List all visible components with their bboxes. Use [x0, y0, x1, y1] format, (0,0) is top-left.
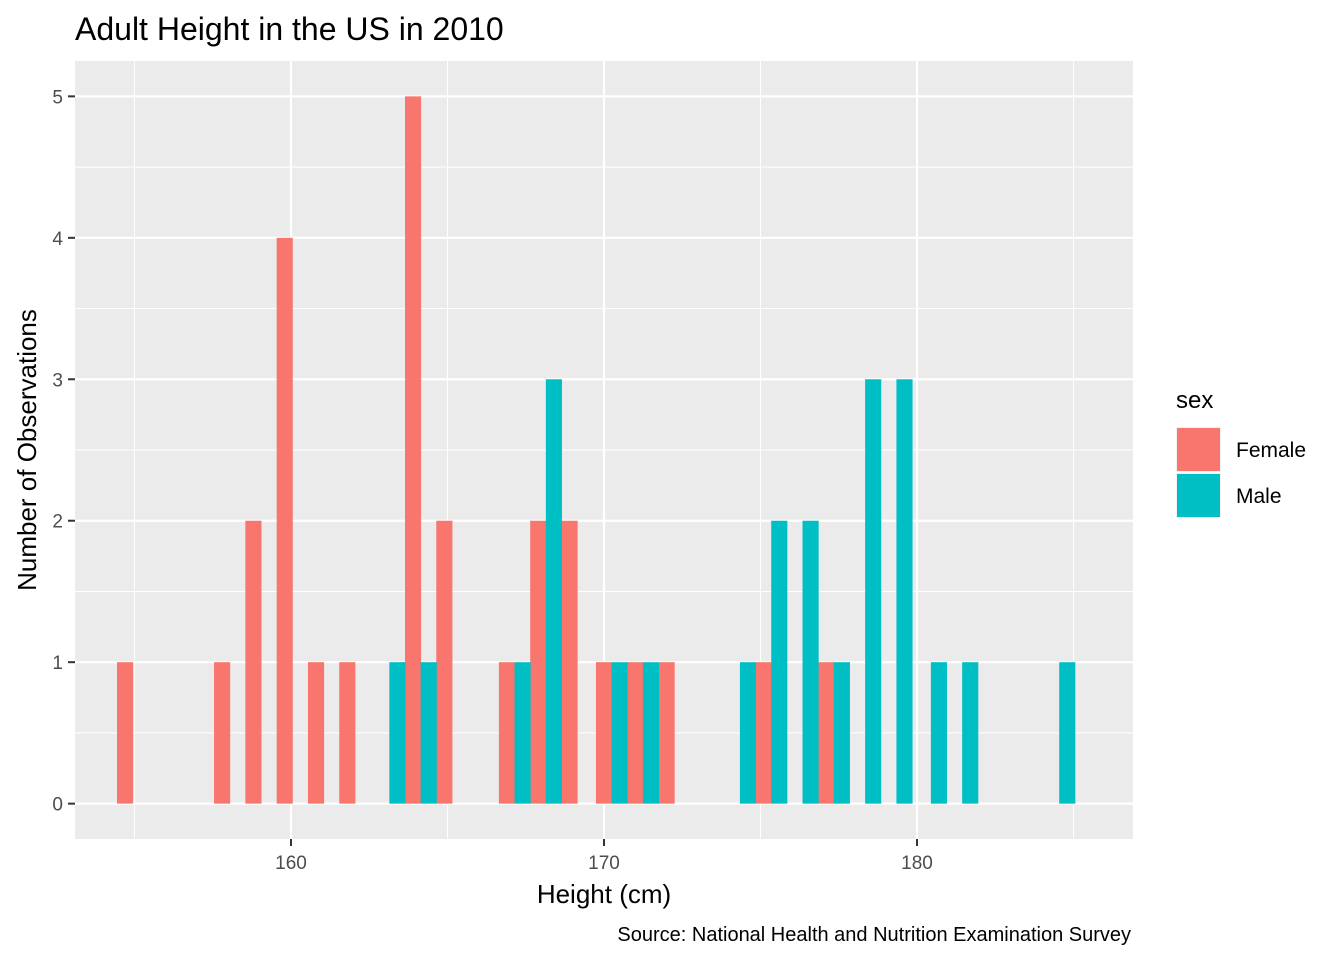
- series-male-bars: [389, 379, 1076, 804]
- bar-male: [1059, 662, 1076, 804]
- bar-male: [802, 520, 819, 804]
- bar-female: [245, 520, 262, 804]
- bar-male: [865, 379, 882, 804]
- bar-male: [420, 662, 437, 804]
- bar-male: [771, 520, 788, 804]
- bar-female: [530, 520, 547, 804]
- bar-female: [595, 662, 613, 804]
- bar-male: [896, 379, 913, 804]
- legend-swatch-male: [1177, 474, 1220, 517]
- bar-female: [627, 662, 644, 804]
- x-axis-title: Height (cm): [537, 879, 671, 909]
- bar-female: [117, 662, 134, 804]
- bar-female: [561, 520, 578, 804]
- bar-female: [498, 662, 516, 804]
- bar-male: [611, 662, 628, 804]
- bar-female: [214, 662, 231, 804]
- bar-male: [389, 662, 406, 804]
- chart-title: Adult Height in the US in 2010: [75, 11, 504, 47]
- y-tick-label: 0: [52, 795, 63, 816]
- bar-male: [514, 662, 531, 804]
- legend-label-female: Female: [1236, 439, 1306, 462]
- bar-male: [930, 662, 947, 804]
- x-tick-label: 160: [275, 853, 307, 874]
- bar-female: [339, 662, 356, 804]
- y-tick-label: 4: [52, 229, 63, 250]
- y-tick-label: 1: [52, 653, 63, 674]
- x-tick-label: 170: [588, 853, 620, 874]
- legend-label-male: Male: [1236, 485, 1282, 508]
- bar-male: [739, 662, 757, 804]
- bar-female: [755, 662, 772, 804]
- bar-female: [404, 96, 422, 804]
- bar-female: [818, 662, 835, 804]
- bar-female: [658, 662, 675, 804]
- bar-male: [833, 662, 850, 804]
- bar-male: [962, 662, 979, 804]
- x-axis: 160 170 180: [275, 839, 933, 874]
- legend: sex Female Male: [1176, 387, 1306, 518]
- y-axis-title: Number of Observations: [12, 309, 42, 591]
- y-axis: 0 1 2 3 4 5: [52, 87, 75, 816]
- bar-female: [276, 237, 293, 804]
- bar-female: [436, 520, 453, 804]
- bar-male: [642, 662, 660, 804]
- y-tick-label: 2: [52, 512, 63, 533]
- legend-swatch-female: [1177, 428, 1220, 471]
- x-tick-label: 180: [901, 853, 933, 874]
- bar-female: [307, 662, 325, 804]
- bar-male: [545, 379, 562, 804]
- y-tick-label: 5: [52, 87, 63, 108]
- chart-caption: Source: National Health and Nutrition Ex…: [617, 924, 1131, 946]
- legend-title: sex: [1176, 387, 1213, 414]
- series-female-bars: [117, 96, 835, 804]
- y-tick-label: 3: [52, 370, 63, 391]
